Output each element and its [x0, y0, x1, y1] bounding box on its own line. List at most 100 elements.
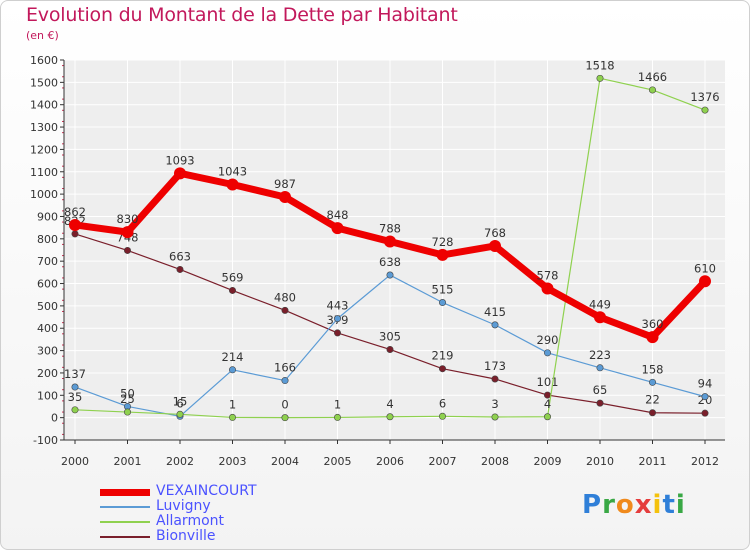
logo-letter: i — [675, 490, 686, 520]
data-label: 663 — [169, 249, 191, 263]
data-label: 15 — [173, 394, 188, 408]
data-label: 0 — [281, 398, 288, 412]
data-label: 4 — [386, 397, 393, 411]
data-point — [596, 399, 604, 407]
data-point — [121, 226, 134, 239]
x-tick-label: 2008 — [481, 455, 509, 468]
data-label: 305 — [379, 329, 401, 343]
y-tick-label: 0 — [51, 412, 58, 425]
data-point — [646, 331, 659, 344]
data-point — [491, 321, 499, 329]
legend-swatch — [100, 488, 150, 496]
data-label: 1043 — [218, 165, 247, 179]
data-point — [281, 306, 289, 314]
logo-letter: o — [615, 490, 635, 520]
y-tick-label: 1200 — [30, 143, 58, 156]
data-label: 1518 — [585, 58, 614, 72]
data-point — [701, 409, 709, 417]
data-point — [438, 412, 446, 420]
y-tick-label: 1600 — [30, 54, 58, 67]
y-tick-label: 1500 — [30, 76, 58, 89]
data-point — [229, 366, 237, 374]
data-label: 768 — [484, 226, 506, 240]
data-point — [489, 239, 501, 252]
data-label: 22 — [645, 393, 660, 407]
data-point — [229, 413, 237, 421]
x-tick-label: 2002 — [166, 455, 194, 468]
x-tick-label: 2004 — [271, 455, 299, 468]
data-point — [594, 311, 606, 324]
data-point — [281, 414, 289, 422]
data-label: 1376 — [690, 90, 719, 104]
data-point — [386, 345, 394, 353]
data-point — [541, 282, 554, 295]
data-point — [648, 409, 656, 417]
data-point — [71, 230, 79, 238]
data-label: 65 — [593, 383, 608, 397]
data-point — [596, 74, 604, 82]
data-label: 569 — [222, 270, 244, 284]
data-label: 214 — [222, 350, 244, 364]
data-label: 20 — [698, 393, 713, 407]
data-point — [333, 413, 341, 421]
y-tick-label: 300 — [37, 345, 58, 358]
data-point — [491, 413, 499, 421]
chart-title: Evolution du Montant de la Dette par Hab… — [26, 4, 458, 26]
x-tick-label: 2007 — [429, 455, 457, 468]
data-point — [648, 86, 656, 94]
data-label: 1093 — [165, 153, 194, 167]
data-label: 830 — [117, 212, 139, 226]
legend-swatch — [100, 536, 150, 538]
x-tick-label: 2011 — [639, 455, 667, 468]
data-point — [176, 410, 184, 418]
data-point — [386, 413, 394, 421]
data-label: 848 — [327, 208, 349, 222]
data-point — [331, 222, 344, 235]
data-label: 6 — [176, 396, 183, 410]
data-point — [124, 246, 132, 254]
data-label: 4 — [544, 397, 551, 411]
logo-letter: r — [602, 490, 616, 520]
data-label: 223 — [589, 348, 611, 362]
data-point — [701, 393, 709, 401]
data-label: 35 — [68, 390, 83, 404]
data-label: 987 — [274, 177, 296, 191]
data-label: 6 — [439, 396, 446, 410]
data-label: 101 — [537, 375, 559, 389]
logo-letter: t — [662, 490, 676, 520]
data-label: 480 — [274, 290, 296, 304]
y-tick-label: -100 — [33, 434, 58, 447]
data-point — [438, 365, 446, 373]
legend-label: Allarmont — [156, 513, 225, 529]
data-point — [438, 299, 446, 307]
y-tick-label: 100 — [37, 389, 58, 402]
legend-swatch — [100, 521, 150, 523]
x-tick-label: 2010 — [586, 455, 614, 468]
x-tick-label: 2000 — [61, 455, 89, 468]
y-tick-label: 1300 — [30, 121, 58, 134]
data-point — [281, 377, 289, 385]
data-point — [543, 413, 551, 421]
data-label: 788 — [379, 222, 401, 236]
y-tick-label: 1400 — [30, 99, 58, 112]
data-point — [596, 364, 604, 372]
data-label: 638 — [379, 255, 401, 269]
legend-label: Luvigny — [156, 498, 211, 514]
y-tick-label: 200 — [37, 367, 58, 380]
y-tick-label: 800 — [37, 233, 58, 246]
data-point — [279, 191, 291, 204]
data-point — [648, 378, 656, 386]
data-label: 360 — [642, 317, 664, 331]
data-label: 728 — [432, 235, 454, 249]
data-label: 1 — [334, 397, 341, 411]
x-tick-label: 2001 — [114, 455, 142, 468]
data-point — [436, 248, 449, 261]
y-tick-label: 600 — [37, 278, 58, 291]
data-point — [386, 271, 394, 279]
data-label: 173 — [484, 359, 506, 373]
data-point — [491, 375, 499, 383]
data-label: 290 — [537, 333, 559, 347]
data-point — [71, 406, 79, 414]
data-point — [701, 106, 709, 114]
data-point — [543, 349, 551, 357]
